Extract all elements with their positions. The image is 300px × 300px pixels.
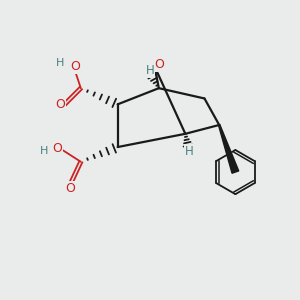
Text: O: O [52,142,62,155]
Polygon shape [218,125,239,173]
Text: H: H [184,145,193,158]
Text: H: H [40,146,48,157]
Text: O: O [154,58,164,71]
Text: H: H [56,58,64,68]
Text: H: H [146,64,154,77]
Text: O: O [55,98,65,111]
Text: O: O [66,182,75,195]
Text: O: O [70,60,80,73]
